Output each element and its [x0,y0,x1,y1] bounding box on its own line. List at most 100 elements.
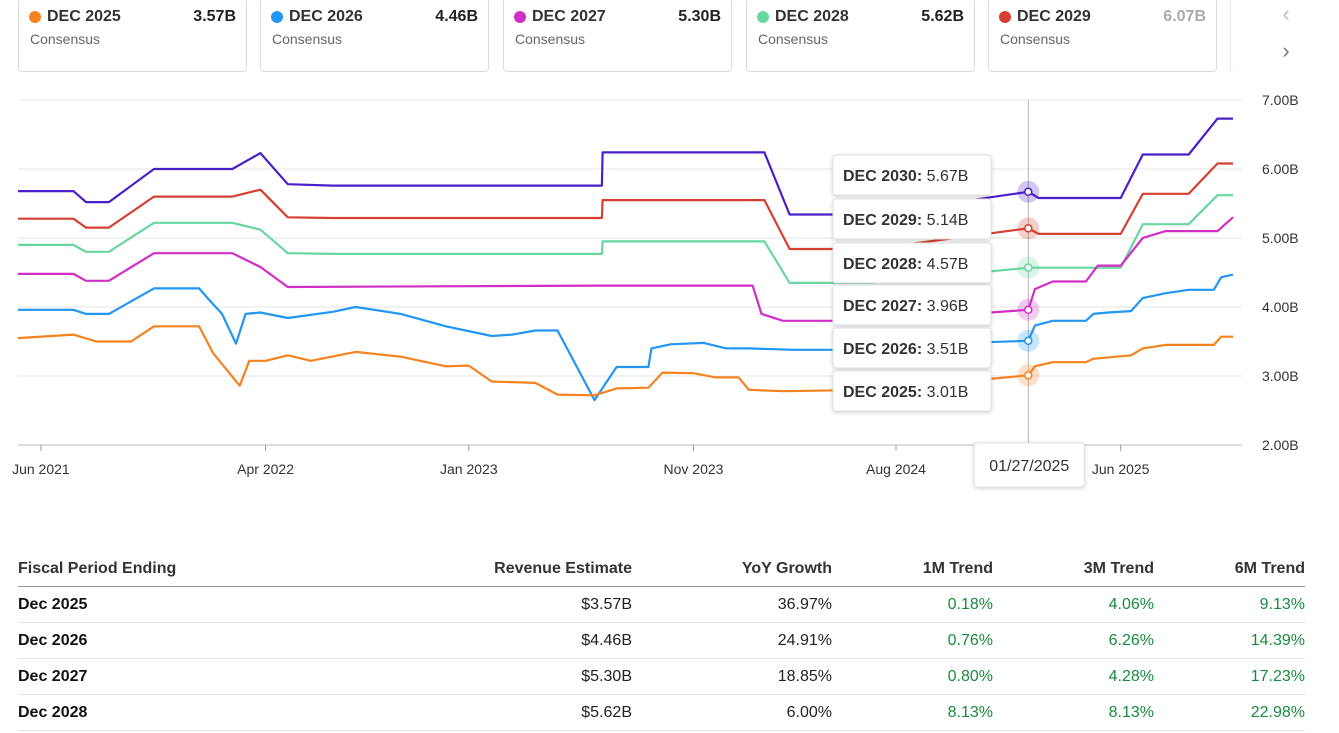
legend-card-dec-2029[interactable]: DEC 2029 6.07B Consensus [988,0,1217,72]
table-cell-6m: 17.23% [1154,658,1305,695]
table-cell-yoy: 18.85% [632,658,832,695]
series-line-dec-2026 [18,273,1234,402]
table-header: 6M Trend [1154,552,1305,587]
table-cell-estimate: $3.57B [258,586,632,623]
table-header: 3M Trend [993,552,1154,587]
table-cell-period: Dec 2025 [18,586,258,623]
y-tick-label: 5.00B [1262,230,1299,246]
crosshair-marker [1024,371,1033,380]
legend-card-value: 4.46B [435,8,478,25]
x-tick-label: Aug 2024 [866,461,926,477]
x-tick-label: Jan 2023 [440,461,498,477]
table-cell-6m: 9.13% [1154,586,1305,623]
legend-card-dec-2028[interactable]: DEC 2028 5.62B Consensus [746,0,975,72]
x-tick-label: Jun 2025 [1092,461,1150,477]
crosshair-marker [1024,336,1033,346]
crosshair-date-box [973,442,1085,488]
table-cell-period: Dec 2028 [18,694,258,731]
y-tick-label: 6.00B [1262,161,1299,177]
legend-card-dec-2027[interactable]: DEC 2027 5.30B Consensus [503,0,732,72]
table-row: Dec 2025 $3.57B 36.97% 0.18% 4.06% 9.13% [18,586,1305,623]
x-tick-label: Jun 2021 [12,461,70,477]
legend-card-sub: Consensus [272,31,343,47]
table-header: Fiscal Period Ending [18,552,258,587]
series-line-dec-2025 [17,325,1233,397]
tooltip-box [832,370,992,412]
revenue-estimates-chart: 2.00B 3.00B 4.00B 5.00B 6.00B 7.00B Jun 2021 A… [12,92,1299,488]
table-row: Dec 2026 $4.46B 24.91% 0.76% 6.26% 14.39… [18,622,1305,659]
crosshair-marker [1024,305,1033,315]
legend-card-sub: Consensus [1000,31,1071,47]
tooltip-label: DEC 2029: 5.14B [843,212,968,229]
legend-card-name: DEC 2026 [289,8,363,25]
chevron-left-icon[interactable]: ‹ [1282,1,1290,26]
y-tick-label: 3.00B [1262,368,1299,384]
series-line-dec-2029 [18,162,1233,251]
tooltip-label: DEC 2030: 5.67B [843,168,968,185]
legend-card-sub: Consensus [515,31,586,47]
table-cell-estimate: $5.62B [258,694,632,731]
legend-card-name: DEC 2025 [47,8,121,25]
crosshair-marker [1024,187,1033,197]
legend-color-dot [271,11,283,23]
table-header-row: Fiscal Period Ending Revenue Estimate Yo… [18,552,1305,587]
legend-strip: DEC 2025 3.57B Consensus DEC 2026 4.46B … [18,0,1233,74]
table-cell-1m: 0.18% [832,586,993,623]
y-tick-label: 7.00B [1262,92,1299,108]
tooltip-label: DEC 2026: 3.51B [843,341,968,358]
crosshair-marker [1024,224,1033,233]
legend-color-dot [514,11,526,23]
legend-card-sub: Consensus [30,31,101,47]
tooltip-box [832,327,992,369]
legend-card-partial[interactable] [1230,0,1233,72]
table-row: Dec 2028 $5.62B 6.00% 8.13% 8.13% 22.98% [18,694,1305,731]
x-tick-label: Apr 2022 [237,461,294,477]
table-cell-3m: 8.13% [993,694,1154,731]
tooltip-box [832,198,992,240]
table-cell-1m: 0.80% [832,658,993,695]
table-header: YoY Growth [632,552,832,587]
legend-card-sub: Consensus [758,31,829,47]
tooltip-box [832,284,992,326]
tooltip-label: DEC 2028: 4.57B [843,256,968,273]
legend-color-dot [29,11,41,23]
legend-card-dec-2026[interactable]: DEC 2026 4.46B Consensus [260,0,489,72]
chevron-right-icon[interactable]: › [1282,38,1290,63]
series-lines [17,117,1234,402]
legend-card-dec-2025[interactable]: DEC 2025 3.57B Consensus [18,0,247,72]
estimates-table: Fiscal Period Ending Revenue Estimate Yo… [18,552,1305,731]
table-row: Dec 2027 $5.30B 18.85% 0.80% 4.28% 17.23… [18,658,1305,695]
y-tick-label: 2.00B [1262,437,1299,453]
legend-card-name: DEC 2029 [1017,8,1091,25]
table-cell-yoy: 24.91% [632,622,832,659]
table-cell-yoy: 36.97% [632,586,832,623]
legend-card-name: DEC 2027 [532,8,606,25]
table-cell-3m: 6.26% [993,622,1154,659]
x-axis: Jun 2021 Apr 2022 Jan 2023 Nov 2023 Aug 2024… [12,445,1150,477]
legend-card-value: 5.62B [921,8,964,25]
tooltip-box [832,154,992,196]
table-cell-6m: 14.39% [1154,622,1305,659]
tooltip-label: DEC 2027: 3.96B [843,298,968,315]
table-cell-estimate: $5.30B [258,658,632,695]
table-header: 1M Trend [832,552,993,587]
tooltip-stack: DEC 2030: 5.67B DEC 2029: 5.14B DEC 2028: … [832,154,1085,488]
x-tick-label: Nov 2023 [664,461,724,477]
table-cell-1m: 0.76% [832,622,993,659]
table-cell-estimate: $4.46B [258,622,632,659]
legend-card-name: DEC 2028 [775,8,849,25]
tooltip-box [832,242,992,284]
legend-color-dot [999,11,1011,23]
table-cell-3m: 4.06% [993,586,1154,623]
legend-color-dot [757,11,769,23]
table-header: Revenue Estimate [258,552,632,587]
table-cell-3m: 4.28% [993,658,1154,695]
tooltip-label: DEC 2025: 3.01B [843,384,968,401]
crosshair-date-label: 01/27/2025 [989,458,1069,475]
y-tick-label: 4.00B [1262,299,1299,315]
legend-card-value: 6.07B [1163,8,1206,25]
y-axis: 2.00B 3.00B 4.00B 5.00B 6.00B 7.00B [1262,92,1299,453]
legend-card-value: 3.57B [193,8,236,25]
table-cell-period: Dec 2026 [18,622,258,659]
table-cell-yoy: 6.00% [632,694,832,731]
